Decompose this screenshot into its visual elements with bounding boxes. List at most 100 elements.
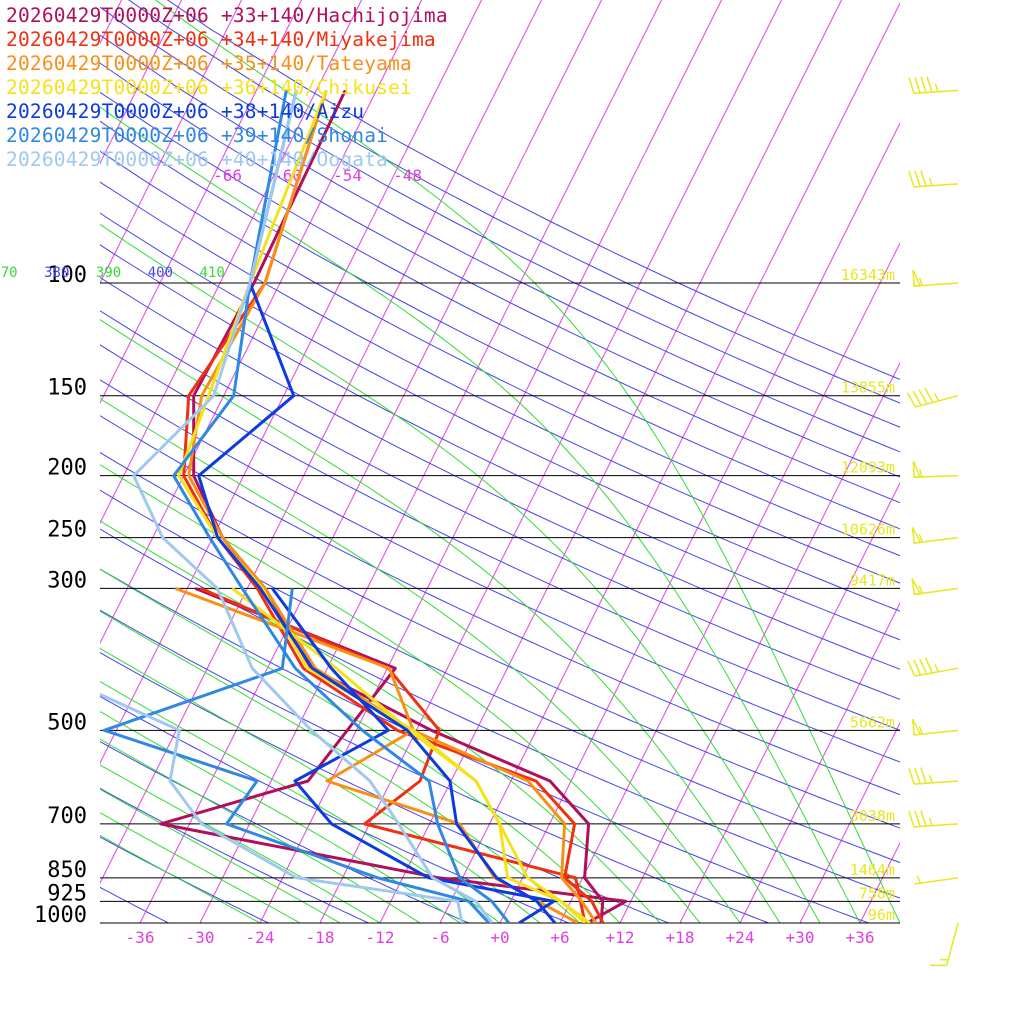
wind-barb-flag [911, 578, 922, 596]
wind-barb-feather [908, 171, 915, 188]
temperature-tick-label: -36 [126, 928, 155, 947]
wind-barb [908, 170, 959, 188]
pressure-tick-label: 200 [47, 456, 87, 481]
isotherm-line [439, 1, 900, 923]
isotherm-line [619, 361, 900, 923]
temperature-profile-line [172, 90, 511, 923]
isotherm-line [679, 481, 900, 923]
wind-barb-feather [908, 811, 915, 828]
wind-barb [908, 767, 959, 785]
dry-adiabat-line [100, 344, 900, 731]
isotherm-line [379, 0, 843, 923]
isotherm-line [100, 0, 183, 165]
theta-label: 410 [200, 265, 225, 281]
temperature-profile-line [197, 89, 557, 923]
theta-label: 370 [0, 265, 18, 281]
wind-barb [908, 810, 959, 828]
dewpoint-profile-line [271, 587, 556, 923]
wind-barb [911, 526, 959, 544]
isotherm-line [100, 0, 363, 525]
wind-barb-staff [914, 823, 959, 828]
dry-adiabat-line [100, 379, 900, 763]
moist-adiabat-line [100, 568, 621, 923]
height-label: 16343m [841, 266, 895, 284]
wind-barb-feather [908, 77, 915, 94]
dry-adiabat-line [100, 489, 900, 864]
temperature-profile-line [187, 89, 598, 923]
legend-item: 20260429T0000Z+06 +38+140/Aizu [6, 100, 365, 123]
wind-barb-feather [907, 660, 916, 677]
isotherm-line [100, 0, 303, 405]
dry-adiabat-line [100, 212, 900, 612]
isotherm-line [100, 0, 543, 885]
wind-barb [912, 269, 959, 287]
temperature-tick-label: +0 [490, 928, 509, 947]
dry-adiabat-line [100, 62, 900, 478]
wind-barb-staff [914, 877, 959, 885]
dry-adiabat-line [100, 91, 900, 504]
dry-adiabat-line [100, 528, 900, 899]
wind-barb-flag [912, 460, 922, 478]
isotherm-line [100, 0, 423, 645]
wind-barb-feather [934, 393, 940, 402]
moist-adiabat-line [100, 106, 861, 923]
pressure-tick-label: 700 [47, 804, 87, 829]
dry-adiabat-line [100, 652, 670, 923]
pressure-tick-label: 500 [47, 710, 87, 735]
wind-barb-staff [914, 667, 959, 677]
isotherm-line [100, 0, 243, 285]
dewpoint-profile-line [199, 587, 587, 923]
wind-barb-feather [924, 387, 934, 403]
moist-adiabat-line [100, 812, 301, 923]
temperature-tick-label: -12 [366, 928, 395, 947]
legend-item: 20260429T0000Z+06 +35+140/Tateyama [6, 52, 412, 75]
dry-adiabat-line [100, 741, 470, 923]
moist-adiabat-line [100, 788, 341, 923]
wind-barb-feather [926, 76, 933, 93]
wind-barb-feather [906, 392, 917, 408]
wind-barb-feather [928, 817, 933, 826]
wind-barb [911, 718, 959, 736]
legend: 20260429T0000Z+06 +33+140/Hachijojima 202… [6, 4, 448, 172]
wind-barb-feather [912, 390, 922, 406]
wind-barb-feather [914, 77, 921, 94]
wind-barb [907, 657, 959, 677]
wind-barb-feather [916, 875, 922, 884]
isotherm-line [139, 0, 603, 923]
pressure-tick-label: 150 [47, 376, 87, 401]
wind-barb-flag [911, 526, 922, 544]
moist-adiabat-line [100, 397, 741, 923]
moist-adiabat-line [100, 464, 701, 923]
temperature-tick-label: -18 [306, 928, 335, 947]
isotherm-line [199, 0, 663, 923]
isotherm-line [799, 721, 900, 923]
wind-barb [908, 76, 959, 95]
height-label: 758m [859, 884, 895, 902]
wind-barb-feather [913, 659, 922, 676]
isotherm-line [559, 241, 900, 923]
dry-adiabat-line [100, 120, 900, 530]
wind-barb [930, 922, 959, 967]
profiles [100, 89, 628, 923]
temperature-profile-line [182, 89, 605, 923]
pressure-tick-label: 1000 [34, 903, 87, 928]
isotherm-line [499, 121, 900, 923]
pressure-tick-label: 300 [47, 568, 87, 593]
temperature-tick-label: -30 [186, 928, 215, 947]
height-label: 9417m [850, 571, 895, 589]
height-label: 12093m [841, 459, 895, 477]
wind-barb-feather [908, 768, 915, 785]
temperature-tick-label: +24 [726, 928, 755, 947]
dewpoint-profile-line [174, 586, 579, 923]
wind-barb-staff [914, 780, 959, 785]
temperature-tick-label: +12 [606, 928, 635, 947]
temperature-tick-label: +6 [550, 928, 569, 947]
isotherm-line [259, 0, 723, 923]
temperature-tick-label: -6 [430, 928, 449, 947]
moist-adiabat-line [154, 0, 900, 923]
wind-barb-flag [912, 269, 922, 287]
moist-adiabat-line [100, 647, 541, 923]
legend-item: 20260429T0000Z+06 +39+140/Shonai [6, 124, 389, 147]
theta-label: 400 [148, 265, 173, 281]
